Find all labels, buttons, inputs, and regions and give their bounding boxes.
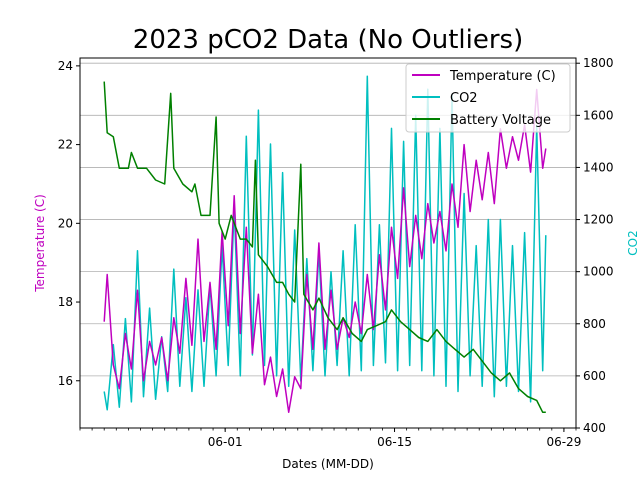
- legend-label-battery: Battery Voltage: [450, 113, 551, 128]
- chart-title: 2023 pCO2 Data (No Outliers): [133, 25, 523, 55]
- left-axis-tick-label: 16: [58, 374, 73, 388]
- series-layer: [103, 75, 547, 414]
- plot-area-frame: [79, 57, 577, 429]
- x-axis-label: Dates (MM-DD): [282, 457, 374, 471]
- left-axis-tick-label: 24: [58, 59, 73, 73]
- left-axis-tick-label: 20: [58, 216, 73, 230]
- x-axis-tick-label: 06-01: [208, 435, 243, 449]
- legend-label-temperature: Temperature (C): [449, 69, 556, 84]
- right-axis-tick-label: 1200: [583, 213, 614, 227]
- x-axis-tick-label: 06-15: [377, 435, 412, 449]
- right-axis-tick-label: 1800: [583, 56, 614, 70]
- x-axis-tick-label: 06-29: [546, 435, 581, 449]
- right-axis-tick-label: 1000: [583, 265, 614, 279]
- left-axis-tick-label: 18: [58, 295, 73, 309]
- right-axis-tick-label: 800: [583, 317, 606, 331]
- legend-label-co2: CO2: [450, 91, 478, 106]
- legend-box: [405, 63, 571, 133]
- series-line-1: [103, 75, 547, 411]
- right-axis-tick-label: 1400: [583, 160, 614, 174]
- left-axis-tick-label: 22: [58, 138, 73, 152]
- right-y-axis-label: CO2: [626, 230, 640, 255]
- left-y-axis: 16 18 20 22 24: [58, 59, 80, 388]
- series-line-0: [103, 88, 547, 414]
- legend: Temperature (C) CO2 Battery Voltage: [405, 63, 571, 133]
- left-y-axis-label: Temperature (C): [33, 194, 47, 293]
- series-line-2: [103, 81, 546, 414]
- x-axis: 06-01 06-15 06-29: [79, 428, 581, 449]
- right-axis-tick-label: 400: [583, 421, 606, 435]
- right-axis-tick-label: 600: [583, 369, 606, 383]
- right-axis-tick-label: 1600: [583, 108, 614, 122]
- right-y-axis: 400 600 800 1000 1200 1400 1600 1800: [576, 56, 614, 435]
